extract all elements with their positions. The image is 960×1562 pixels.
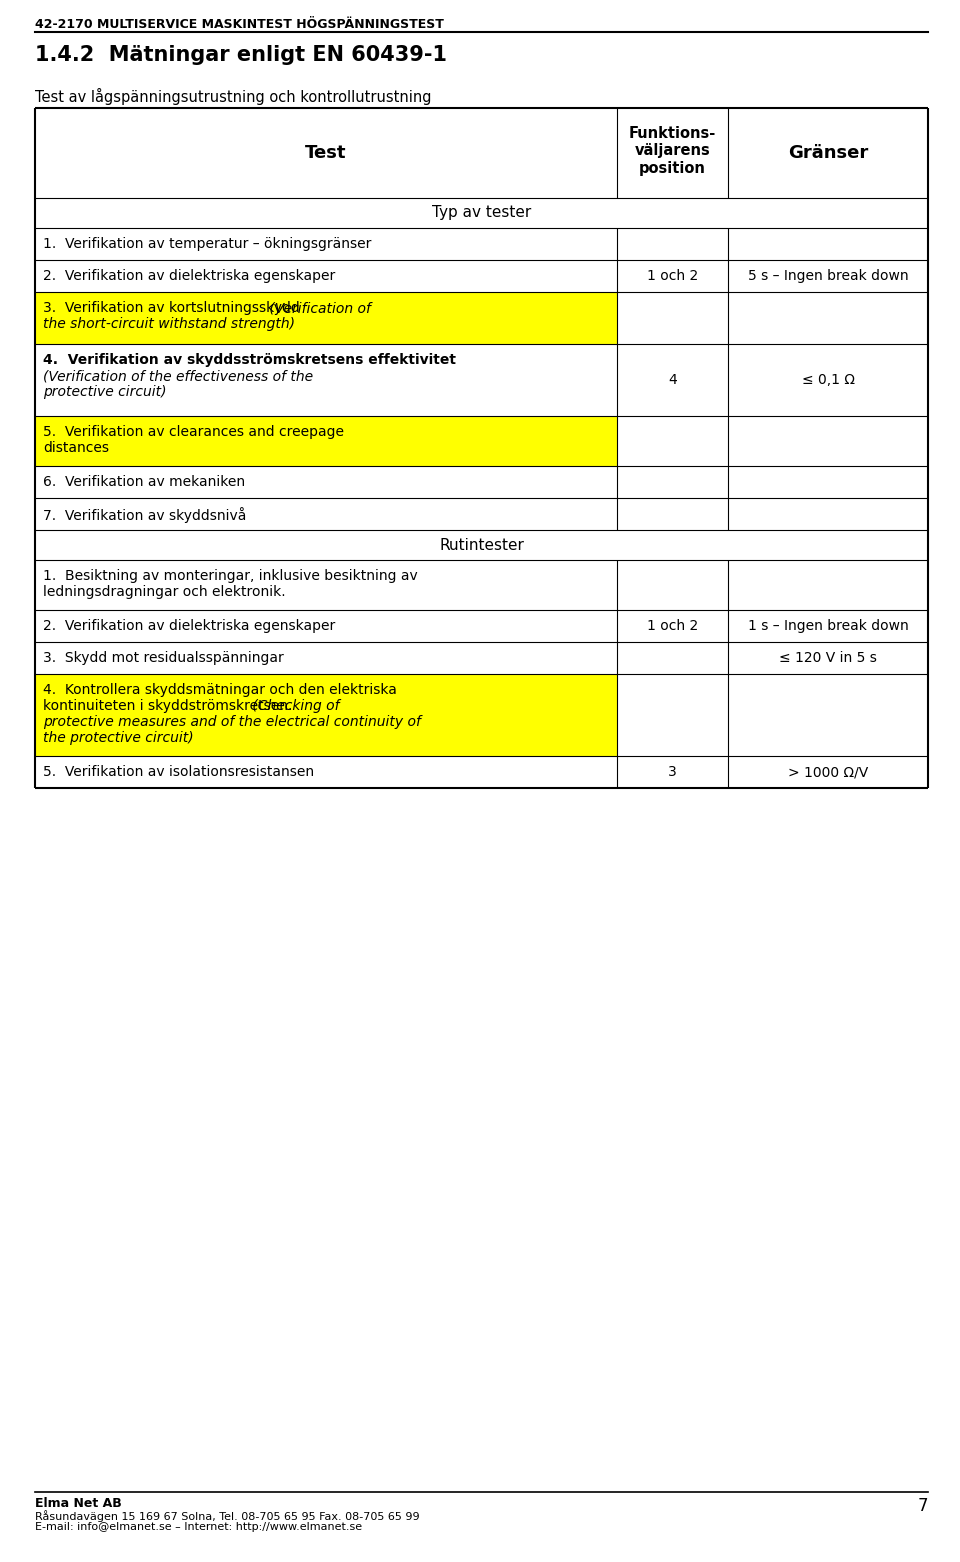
Text: the protective circuit): the protective circuit) [43,731,194,745]
Text: > 1000 Ω/V: > 1000 Ω/V [788,765,868,779]
Bar [35,415,617,465]
Text: 5.  Verifikation av isolationsresistansen: 5. Verifikation av isolationsresistansen [43,765,314,779]
Text: 4.  Verifikation av skyddsströmskretsens effektivitet: 4. Verifikation av skyddsströmskretsens … [43,353,456,367]
Text: (Verification of: (Verification of [265,301,372,316]
Text: Råsundavägen 15 169 67 Solna, Tel. 08-705 65 95 Fax. 08-705 65 99: Råsundavägen 15 169 67 Solna, Tel. 08-70… [35,1510,420,1521]
Text: protective circuit): protective circuit) [43,384,166,398]
Text: protective measures and of the electrical continuity of: protective measures and of the electrica… [43,715,420,729]
Text: 1.  Verifikation av temperatur – ökningsgränser: 1. Verifikation av temperatur – ökningsg… [43,237,372,251]
Text: 2.  Verifikation av dielektriska egenskaper: 2. Verifikation av dielektriska egenskap… [43,269,335,283]
Text: 7.  Verifikation av skyddsnivå: 7. Verifikation av skyddsnivå [43,508,247,523]
Text: 1 och 2: 1 och 2 [647,619,698,633]
Text: E-mail: info@elmanet.se – Internet: http://www.elmanet.se: E-mail: info@elmanet.se – Internet: http… [35,1521,362,1532]
Bar [35,673,617,756]
Text: Elma Net AB: Elma Net AB [35,1496,122,1510]
Text: Test av lågspänningsutrustning och kontrollutrustning: Test av lågspänningsutrustning och kontr… [35,87,431,105]
Text: 5 s – Ingen break down: 5 s – Ingen break down [748,269,908,283]
Text: Test: Test [305,144,347,162]
Text: (Checking of: (Checking of [248,700,339,712]
Text: 7: 7 [918,1496,928,1515]
Text: 1.  Besiktning av monteringar, inklusive besiktning av: 1. Besiktning av monteringar, inklusive … [43,569,418,583]
Text: 3.  Verifikation av kortslutningsskydd: 3. Verifikation av kortslutningsskydd [43,301,300,316]
Text: distances: distances [43,440,109,455]
Text: kontinuiteten i skyddströmskretsen.: kontinuiteten i skyddströmskretsen. [43,700,293,712]
Text: 3: 3 [668,765,677,779]
Bar [35,292,617,344]
Text: 1 och 2: 1 och 2 [647,269,698,283]
Text: 42-2170 MULTISERVICE MASKINTEST HÖGSPÄNNINGSTEST: 42-2170 MULTISERVICE MASKINTEST HÖGSPÄNN… [35,19,444,31]
Text: Typ av tester: Typ av tester [432,206,531,220]
Text: Funktions-
väljarens
position: Funktions- väljarens position [629,127,716,177]
Text: 1.4.2  Mätningar enligt EN 60439-1: 1.4.2 Mätningar enligt EN 60439-1 [35,45,447,66]
Text: 3.  Skydd mot residualsspänningar: 3. Skydd mot residualsspänningar [43,651,284,665]
Text: 6.  Verifikation av mekaniken: 6. Verifikation av mekaniken [43,475,245,489]
Text: ledningsdragningar och elektronik.: ledningsdragningar och elektronik. [43,586,286,598]
Text: Rutintester: Rutintester [439,537,524,553]
Text: the short-circuit withstand strength): the short-circuit withstand strength) [43,317,295,331]
Text: 4.  Kontrollera skyddsmätningar och den elektriska: 4. Kontrollera skyddsmätningar och den e… [43,683,396,697]
Text: 1 s – Ingen break down: 1 s – Ingen break down [748,619,908,633]
Text: (Verification of the effectiveness of the: (Verification of the effectiveness of th… [43,369,313,383]
Text: 4: 4 [668,373,677,387]
Text: ≤ 0,1 Ω: ≤ 0,1 Ω [802,373,854,387]
Text: ≤ 120 V in 5 s: ≤ 120 V in 5 s [780,651,876,665]
Text: Gränser: Gränser [788,144,868,162]
Text: 5.  Verifikation av clearances and creepage: 5. Verifikation av clearances and creepa… [43,425,344,439]
Text: 2.  Verifikation av dielektriska egenskaper: 2. Verifikation av dielektriska egenskap… [43,619,335,633]
